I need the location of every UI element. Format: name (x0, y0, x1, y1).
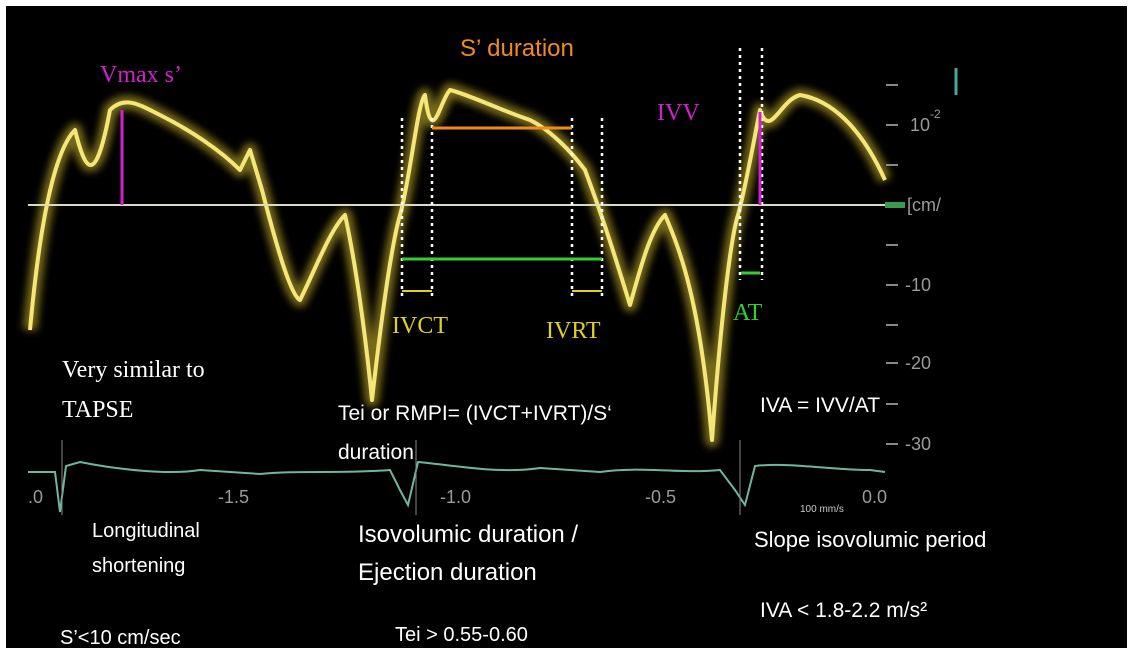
label: IVV (657, 100, 700, 126)
label: IVRT (546, 318, 601, 344)
x-label: -1.5 (218, 487, 249, 507)
y-label: 10 (910, 115, 930, 135)
y-label: -30 (905, 434, 931, 454)
label: IVCT (392, 313, 448, 339)
note: Tei or RMPI= (IVCT+IVRT)/S‘ (338, 402, 612, 425)
y-unit: [cm/ (907, 195, 941, 215)
x-label: -1.0 (440, 487, 471, 507)
note: IVA < 1.8-2.2 m/s² (760, 599, 927, 622)
note: Very similar to (62, 357, 205, 383)
label: Vmax s’ (100, 62, 182, 88)
background (6, 6, 1127, 648)
note: shortening (92, 555, 185, 577)
y-exponent: -2 (930, 107, 941, 121)
y-label: -10 (905, 275, 931, 295)
note: duration (338, 441, 414, 464)
x-label: 0.0 (862, 487, 887, 507)
note: Isovolumic duration / (358, 521, 578, 548)
note: IVA = IVV/AT (760, 394, 880, 417)
note: Longitudinal (92, 520, 200, 542)
note: TAPSE (62, 397, 133, 423)
note: S’<10 cm/sec (60, 627, 181, 648)
baseline-marker (885, 202, 905, 208)
label: AT (733, 300, 763, 326)
note: Slope isovolumic period (754, 527, 986, 552)
y-label: -20 (905, 353, 931, 373)
scale-ticks (886, 68, 958, 445)
x-label: .0 (28, 487, 43, 507)
dotted-markers (400, 48, 764, 300)
note: Ejection duration (358, 559, 537, 586)
x-label: -0.5 (645, 487, 676, 507)
ecg-trace (28, 460, 886, 513)
label: S’ duration (460, 35, 574, 62)
note: Tei > 0.55-0.60 (395, 624, 528, 646)
sweep-speed: 100 mm/s (800, 504, 844, 515)
